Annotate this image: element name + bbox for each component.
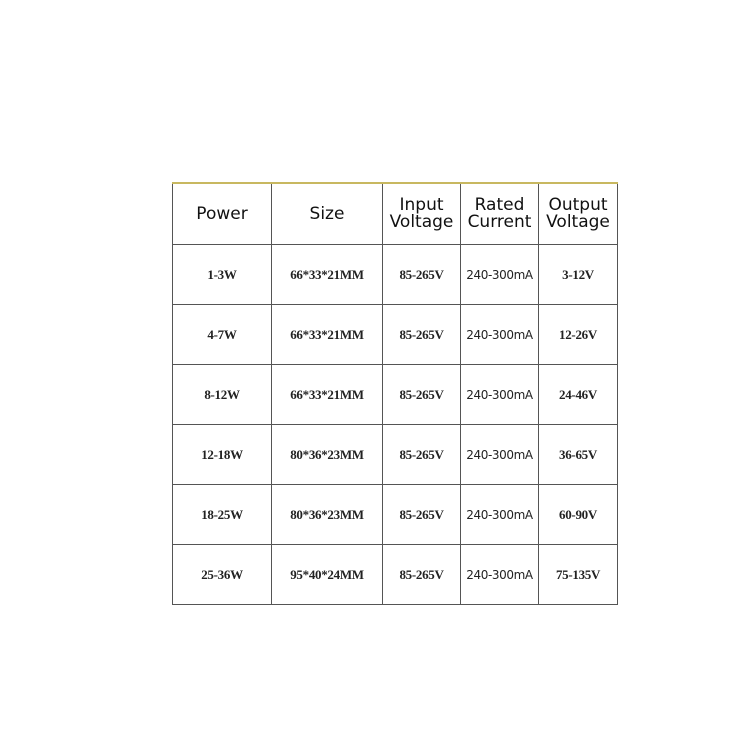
- table-row: 12-18W 80*36*23MM 85-265V 240-300mA 36-65V: [172, 424, 618, 485]
- cell-power: 12-18W: [172, 424, 272, 485]
- cell-output-voltage: 36-65V: [538, 424, 618, 485]
- cell-size: 80*36*23MM: [271, 424, 383, 485]
- table-row: 1-3W 66*33*21MM 85-265V 240-300mA 3-12V: [172, 244, 618, 305]
- table-row: 8-12W 66*33*21MM 85-265V 240-300mA 24-46V: [172, 364, 618, 425]
- cell-size: 80*36*23MM: [271, 484, 383, 545]
- cell-rated-current: 240-300mA: [460, 304, 539, 365]
- spec-table: Power Size Input Voltage Rated Current Output V…: [172, 182, 618, 605]
- table-row: 18-25W 80*36*23MM 85-265V 240-300mA 60-90V: [172, 484, 618, 545]
- header-output-voltage: Output Voltage: [538, 182, 618, 245]
- cell-rated-current: 240-300mA: [460, 244, 539, 305]
- cell-rated-current: 240-300mA: [460, 424, 539, 485]
- cell-input-voltage: 85-265V: [382, 364, 461, 425]
- header-input-voltage: Input Voltage: [382, 182, 461, 245]
- cell-output-voltage: 60-90V: [538, 484, 618, 545]
- cell-input-voltage: 85-265V: [382, 484, 461, 545]
- cell-power: 1-3W: [172, 244, 272, 305]
- cell-size: 66*33*21MM: [271, 244, 383, 305]
- header-row: Power Size Input Voltage Rated Current Output V…: [172, 182, 618, 245]
- cell-input-voltage: 85-265V: [382, 244, 461, 305]
- cell-rated-current: 240-300mA: [460, 484, 539, 545]
- cell-power: 4-7W: [172, 304, 272, 365]
- cell-input-voltage: 85-265V: [382, 424, 461, 485]
- cell-power: 18-25W: [172, 484, 272, 545]
- cell-output-voltage: 3-12V: [538, 244, 618, 305]
- header-power: Power: [172, 182, 272, 245]
- cell-output-voltage: 75-135V: [538, 544, 618, 605]
- cell-rated-current: 240-300mA: [460, 544, 539, 605]
- cell-output-voltage: 24-46V: [538, 364, 618, 425]
- cell-size: 95*40*24MM: [271, 544, 383, 605]
- table-row: 25-36W 95*40*24MM 85-265V 240-300mA 75-135V: [172, 544, 618, 605]
- cell-size: 66*33*21MM: [271, 304, 383, 365]
- table-body: 1-3W 66*33*21MM 85-265V 240-300mA 3-12V 4-7W 6…: [172, 244, 618, 605]
- table-row: 4-7W 66*33*21MM 85-265V 240-300mA 12-26V: [172, 304, 618, 365]
- header-rated-current: Rated Current: [460, 182, 539, 245]
- cell-size: 66*33*21MM: [271, 364, 383, 425]
- cell-output-voltage: 12-26V: [538, 304, 618, 365]
- cell-input-voltage: 85-265V: [382, 304, 461, 365]
- cell-input-voltage: 85-265V: [382, 544, 461, 605]
- cell-rated-current: 240-300mA: [460, 364, 539, 425]
- cell-power: 25-36W: [172, 544, 272, 605]
- cell-power: 8-12W: [172, 364, 272, 425]
- header-size: Size: [271, 182, 383, 245]
